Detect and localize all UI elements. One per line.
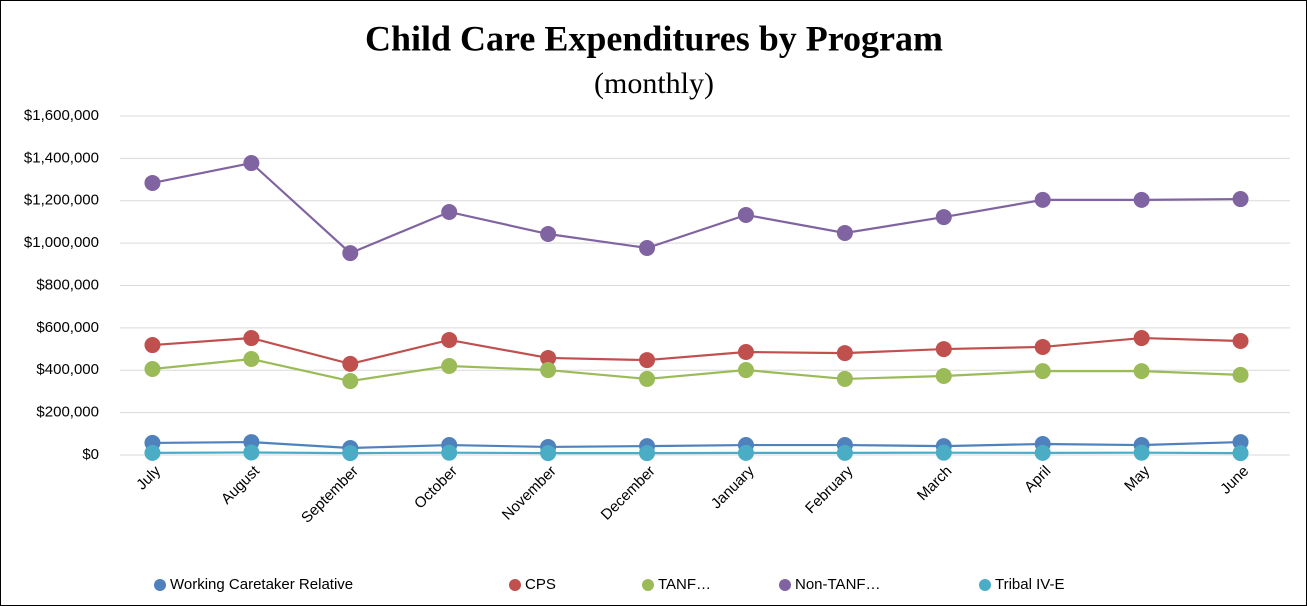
data-point bbox=[935, 341, 952, 358]
data-point bbox=[243, 330, 260, 347]
series-line bbox=[152, 336, 1241, 366]
series-line bbox=[152, 357, 1241, 383]
series-line bbox=[152, 161, 1241, 255]
data-point bbox=[1034, 363, 1051, 380]
data-point bbox=[441, 331, 458, 348]
y-tick-label: $800,000 bbox=[36, 276, 99, 293]
data-point bbox=[243, 155, 260, 172]
data-point bbox=[935, 444, 952, 461]
data-point bbox=[1232, 333, 1249, 350]
data-point bbox=[1133, 363, 1150, 380]
data-point bbox=[342, 245, 359, 262]
legend-marker bbox=[779, 579, 791, 591]
y-tick-label: $1,200,000 bbox=[24, 192, 99, 209]
data-point bbox=[243, 444, 260, 461]
y-tick-label: $1,600,000 bbox=[24, 107, 99, 124]
data-point bbox=[144, 360, 161, 377]
legend-label: Tribal IV-E bbox=[995, 576, 1064, 593]
y-tick-label: $0 bbox=[82, 446, 99, 463]
y-tick-label: $400,000 bbox=[36, 361, 99, 378]
legend-label: Working Caretaker Relative bbox=[170, 576, 353, 593]
data-point bbox=[836, 370, 853, 387]
data-point bbox=[737, 206, 754, 223]
legend-label: Non-TANF… bbox=[795, 576, 881, 593]
data-point bbox=[342, 355, 359, 372]
data-point bbox=[737, 344, 754, 361]
data-point bbox=[1232, 445, 1249, 462]
data-point bbox=[639, 370, 656, 387]
chart-title: Child Care Expenditures by Program bbox=[365, 18, 943, 58]
data-point bbox=[1232, 191, 1249, 208]
series-line bbox=[152, 451, 1241, 455]
data-point bbox=[1133, 191, 1150, 208]
y-tick-label: $1,400,000 bbox=[24, 149, 99, 166]
legend-label: CPS bbox=[525, 576, 556, 593]
data-point bbox=[1034, 191, 1051, 208]
legend-marker bbox=[642, 579, 654, 591]
data-point bbox=[441, 444, 458, 461]
y-tick-label: $200,000 bbox=[36, 404, 99, 421]
data-point bbox=[243, 351, 260, 368]
data-point bbox=[540, 226, 557, 243]
chart-subtitle: (monthly) bbox=[594, 67, 714, 100]
y-tick-label: $600,000 bbox=[36, 319, 99, 336]
data-point bbox=[836, 224, 853, 241]
data-point bbox=[737, 362, 754, 379]
data-point bbox=[144, 444, 161, 461]
data-point bbox=[1034, 338, 1051, 355]
data-point bbox=[540, 349, 557, 366]
data-point bbox=[441, 203, 458, 220]
data-point bbox=[342, 373, 359, 390]
data-point bbox=[836, 345, 853, 362]
data-point bbox=[737, 444, 754, 461]
y-tick-label: $1,000,000 bbox=[24, 234, 99, 251]
data-point bbox=[144, 337, 161, 354]
data-point bbox=[935, 367, 952, 384]
legend-marker bbox=[509, 579, 521, 591]
data-point bbox=[144, 174, 161, 191]
data-point bbox=[342, 445, 359, 462]
data-point bbox=[1232, 366, 1249, 383]
data-point bbox=[639, 445, 656, 462]
data-point bbox=[935, 209, 952, 226]
data-point bbox=[1133, 330, 1150, 347]
data-point bbox=[639, 239, 656, 256]
data-point bbox=[540, 362, 557, 379]
data-point bbox=[836, 444, 853, 461]
data-point bbox=[1133, 444, 1150, 461]
series-line bbox=[152, 440, 1241, 450]
data-point bbox=[441, 358, 458, 375]
data-point bbox=[540, 445, 557, 462]
legend-marker bbox=[979, 579, 991, 591]
legend-label: TANF… bbox=[658, 576, 711, 593]
data-point bbox=[639, 352, 656, 369]
data-point bbox=[1034, 444, 1051, 461]
data-point bbox=[1232, 434, 1249, 451]
legend-marker bbox=[154, 579, 166, 591]
